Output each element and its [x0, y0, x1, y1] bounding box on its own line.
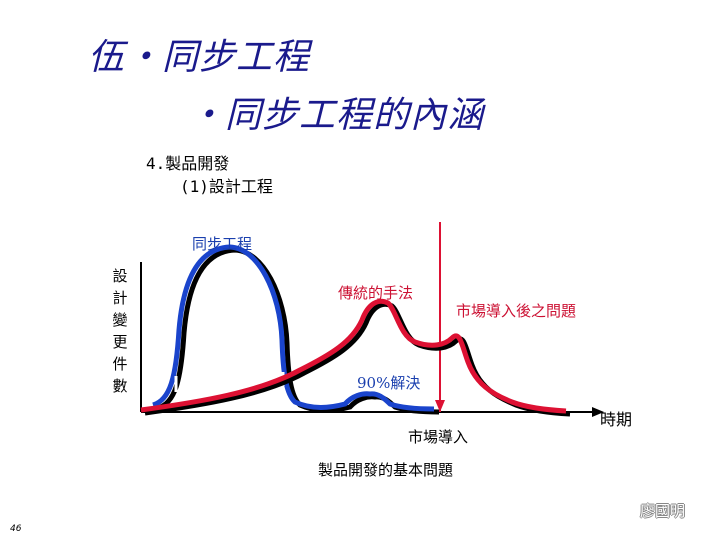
- subsection-heading: (1)設計工程: [180, 177, 273, 196]
- page-number: 46: [10, 524, 22, 534]
- author-name: 廖國明: [640, 502, 686, 520]
- diagram-caption: 製品開發的基本問題: [318, 461, 454, 479]
- x-axis-arrow: [592, 407, 604, 417]
- traditional-curve: [140, 298, 567, 414]
- slide-title: 伍・同步工程: [88, 37, 311, 78]
- market-problem-label: 市場導入後之問題: [456, 302, 577, 320]
- section-heading: 4.製品開發: [146, 154, 230, 173]
- x-axis-label: 時期: [600, 410, 633, 429]
- market-entry-arrow: [435, 400, 445, 412]
- ninety-percent-label: 90%解決: [357, 374, 421, 392]
- market-entry-label: 市場導入: [408, 428, 469, 446]
- traditional-curve-label: 傳統的手法: [338, 284, 414, 302]
- y-axis-label: 設計變更件數: [112, 267, 128, 395]
- concurrent-curve-label: 同步工程: [192, 235, 253, 253]
- slide-subtitle-heading: ・同步工程的內涵: [188, 95, 485, 136]
